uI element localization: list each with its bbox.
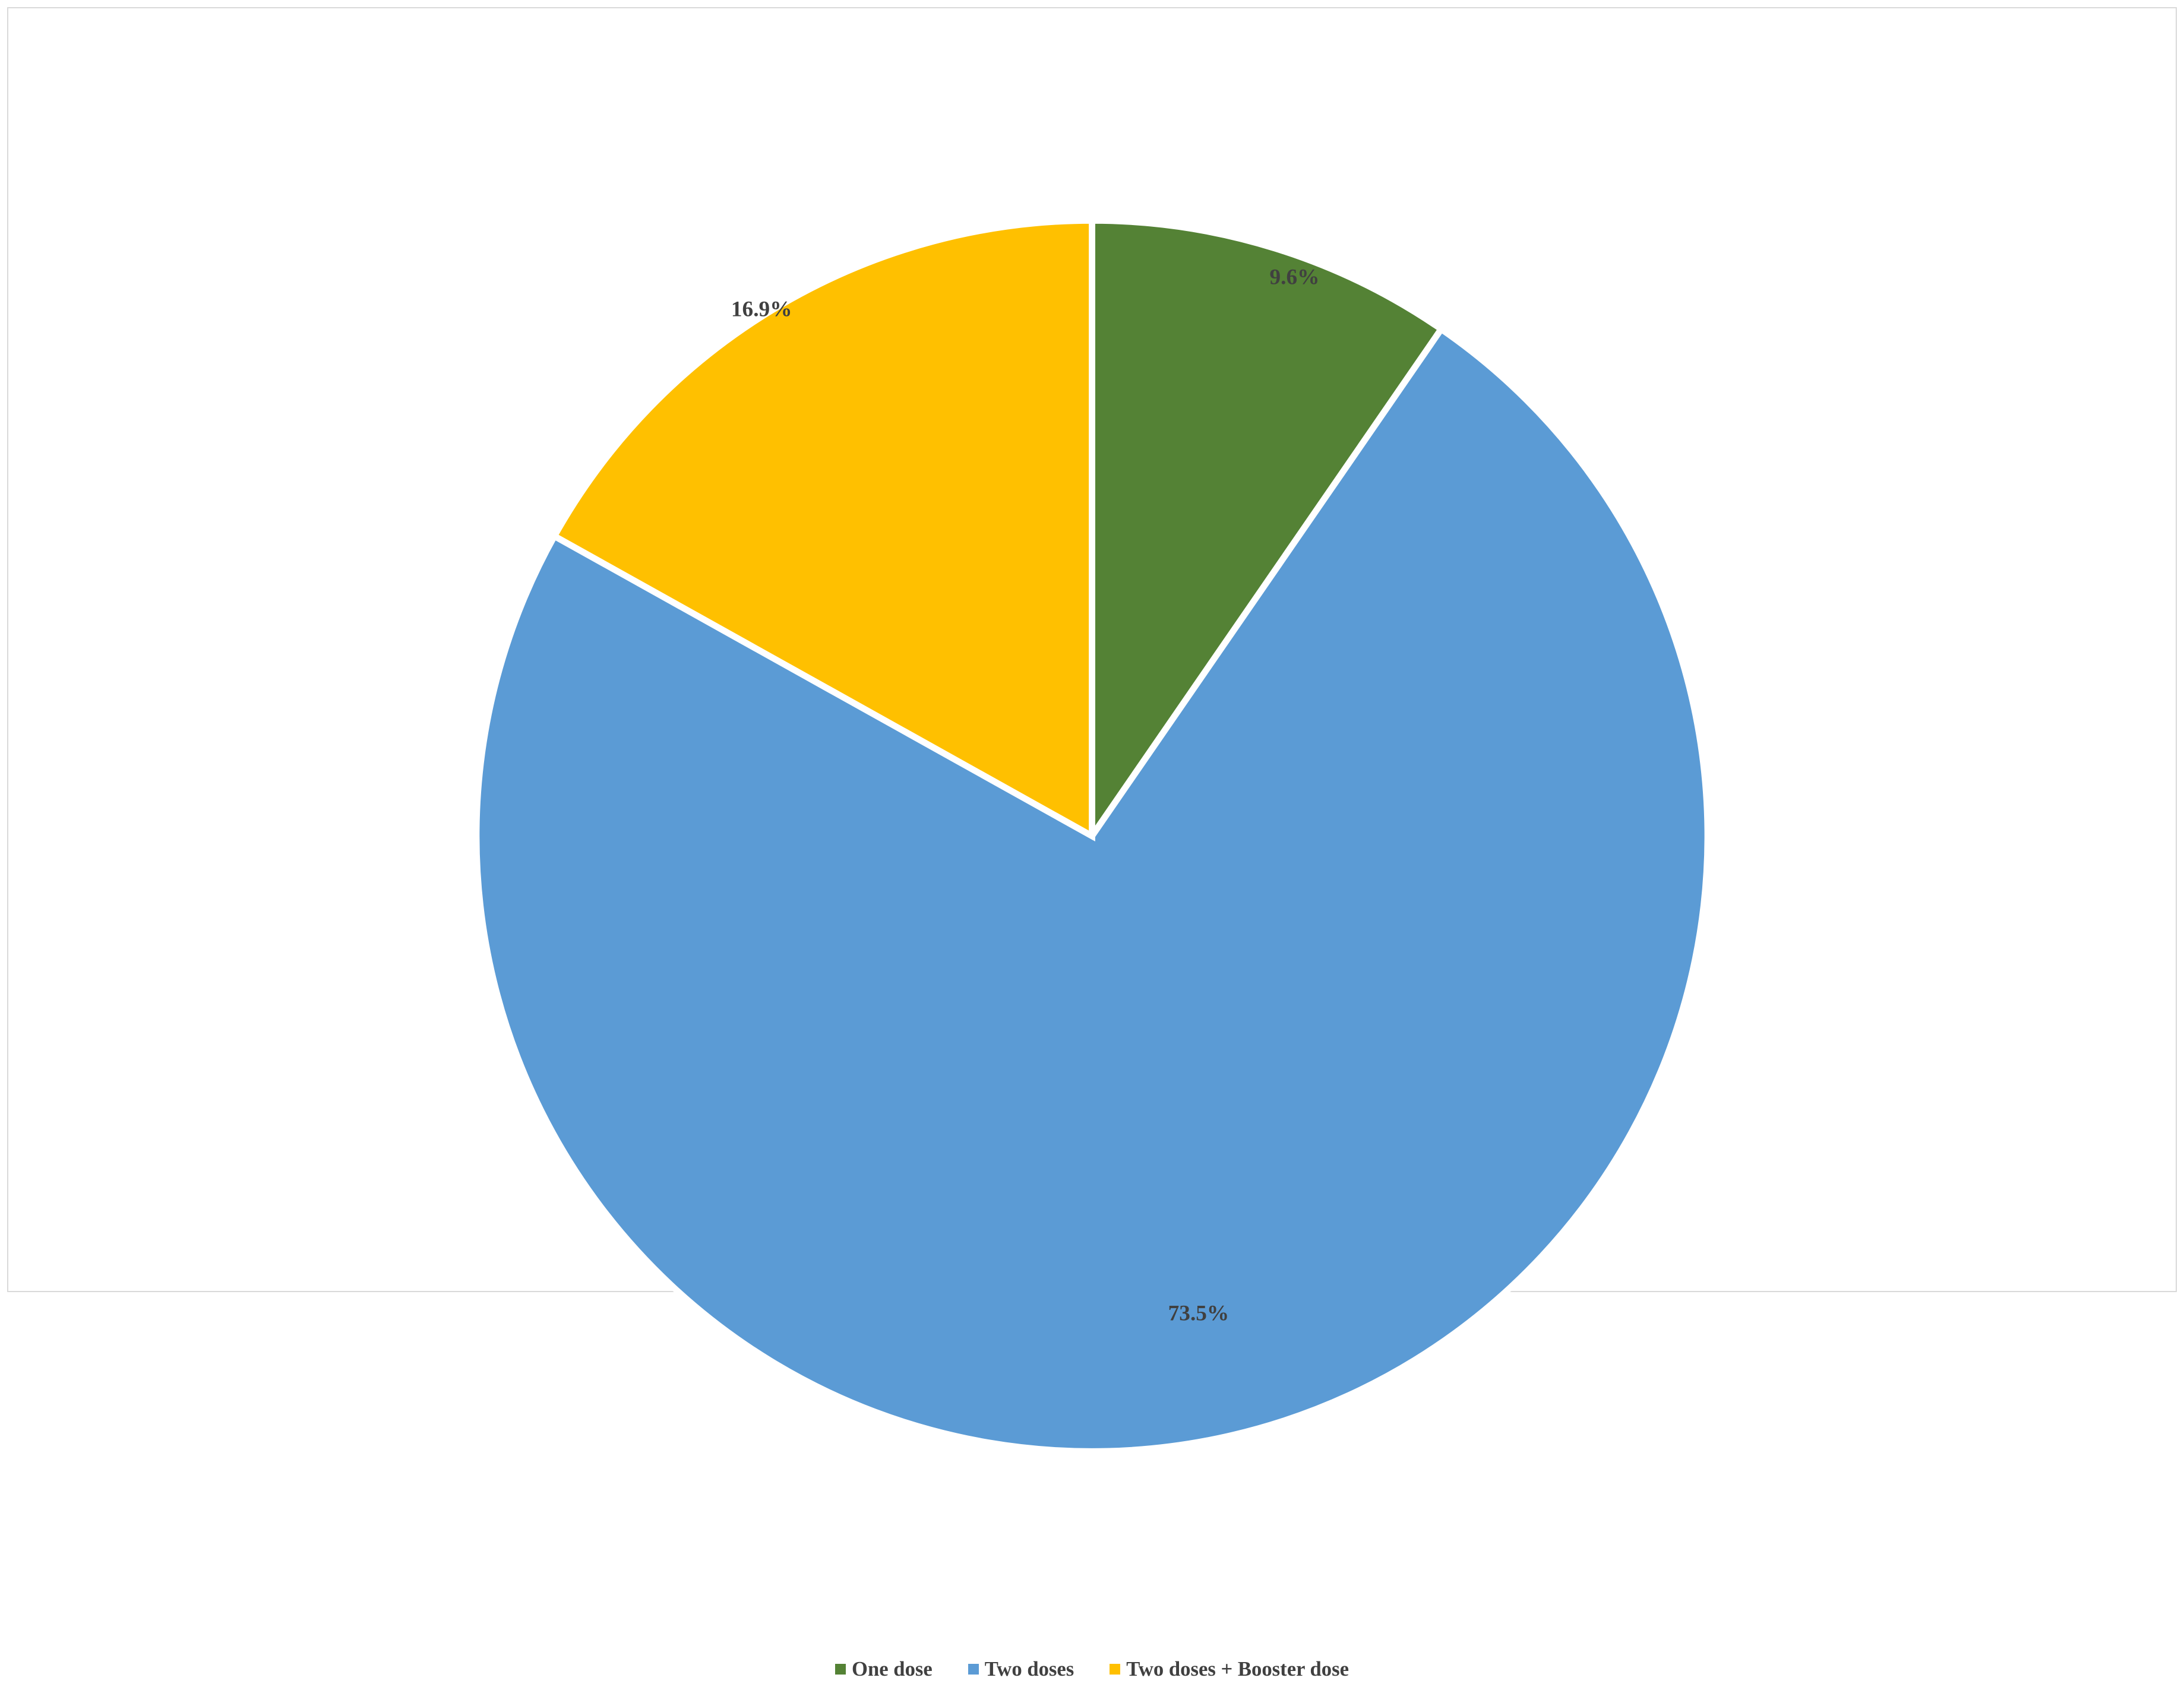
pie-chart-svg bbox=[26, 26, 2158, 1646]
pie-chart-area: 9.6% 73.5% 16.9% bbox=[26, 26, 2158, 1646]
legend-marker-icon bbox=[1110, 1664, 1120, 1675]
legend-item: One dose bbox=[835, 1658, 933, 1681]
legend-label: Two doses + Booster dose bbox=[1126, 1658, 1349, 1681]
legend-marker-icon bbox=[968, 1664, 979, 1675]
pie-slice-label: 16.9% bbox=[731, 297, 792, 322]
legend-item: Two doses bbox=[968, 1658, 1074, 1681]
pie-slice-label: 73.5% bbox=[1168, 1301, 1230, 1327]
legend-label: One dose bbox=[852, 1658, 933, 1681]
chart-legend: One dose Two doses Two doses + Booster dos… bbox=[835, 1646, 1349, 1687]
legend-label: Two doses bbox=[985, 1658, 1074, 1681]
chart-outer: 9.6%73.5%16.9% One doseTwo dosesTwo dose… bbox=[0, 0, 2184, 1299]
legend-marker-icon bbox=[835, 1664, 846, 1675]
pie-slice-label: 9.6% bbox=[1269, 264, 1319, 290]
legend-item: Two doses + Booster dose bbox=[1110, 1658, 1349, 1681]
chart-frame: 9.6%73.5%16.9% One doseTwo dosesTwo dose… bbox=[7, 7, 2177, 1292]
